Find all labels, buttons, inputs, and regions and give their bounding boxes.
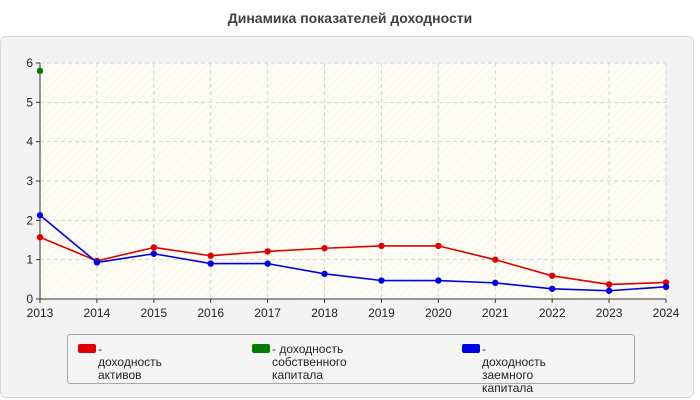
data-point-2 [207,260,214,267]
data-point-2 [36,212,44,219]
y-tick-label: 3 [26,174,33,188]
y-tick-label: 5 [26,95,33,109]
series-line-2 [39,214,667,292]
x-tick-label: 2013 [27,306,54,320]
y-tick-label: 0 [26,292,33,306]
legend: - доходность активов - доходность собств… [67,334,635,395]
axes: 0 1 2 3 4 5 6 2013 2014 2015 2016 2017 2018 2019 2020 2… [26,56,679,320]
data-point-2 [93,259,101,266]
legend-label-line: капитала [272,368,324,382]
data-point-0 [321,245,328,252]
x-tick-label: 2021 [482,306,509,320]
data-point-2 [150,250,158,257]
y-tick-label: 4 [26,135,33,149]
data-point-0 [264,248,271,255]
series-lines [36,67,670,294]
x-tick-label: 2020 [425,306,452,320]
data-point-0 [207,252,214,259]
series-line-0 [39,236,667,286]
legend-label-debt: - доходность заемного капитала [482,343,546,395]
x-tick-label: 2017 [254,306,281,320]
data-point-0 [36,234,44,241]
data-point-1 [36,67,44,75]
data-point-2 [605,287,613,294]
legend-swatch-assets [78,344,96,353]
x-tick-label: 2018 [311,306,338,320]
x-tick-label: 2016 [197,306,224,320]
y-tick-label: 6 [26,56,33,70]
legend-label-line: - доходность собственного [272,342,347,369]
chart-title: Динамика показателей доходности [227,10,473,26]
data-point-0 [435,242,442,250]
data-point-2 [548,285,556,292]
x-tick-label: 2023 [596,306,623,320]
data-point-2 [321,270,328,278]
data-point-0 [378,242,385,250]
y-tick-label: 2 [26,213,33,227]
legend-label-line: капитала [482,381,534,395]
data-point-0 [548,272,556,279]
data-point-2 [662,283,670,291]
data-point-2 [492,279,499,287]
x-tick-label: 2015 [140,306,167,320]
y-tick-label: 1 [26,253,33,267]
data-point-0 [150,244,158,251]
x-tick-label: 2014 [84,306,111,320]
legend-swatch-debt [462,344,480,353]
legend-swatch-equity [252,344,270,353]
legend-label-equity: - доходность собственного капитала [272,343,347,382]
x-tick-label: 2024 [653,306,680,320]
legend-label-assets: - доходность активов [98,343,162,382]
x-tick-label: 2019 [368,306,395,320]
data-point-2 [435,277,442,284]
data-point-0 [492,256,499,263]
legend-label-line: - доходность заемного [482,342,546,382]
legend-label-line: - доходность активов [98,342,162,382]
data-point-2 [264,260,271,267]
x-tick-label: 2022 [539,306,566,320]
data-point-0 [605,281,613,288]
data-point-2 [378,277,385,284]
